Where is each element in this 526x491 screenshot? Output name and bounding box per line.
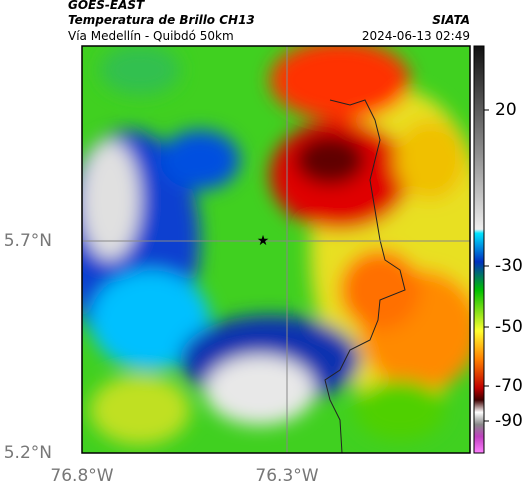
title: Temperatura de Brillo CH13 [68,13,255,27]
map-image: ★ [82,46,470,453]
lon-label: 76.3°W [255,466,318,486]
svg-text:★: ★ [257,233,270,249]
colorbar-tick-label: -30 [495,256,523,276]
colorbar-tick-label: 20 [495,100,517,120]
colorbar-tick-label: -70 [495,376,523,396]
lat-label: 5.7°N [4,231,52,251]
lat-label: 5.2°N [4,443,52,463]
subtitle: Vía Medellín - Quibdó 50km [68,29,234,43]
lon-label: 76.8°W [50,466,113,486]
map-frame [81,45,471,454]
colorbar-tick-label: -50 [495,317,523,337]
colorbar-tick-label: -90 [495,411,523,431]
colorbar [473,45,485,454]
org: SIATA [432,13,470,27]
source: GOES-EAST [68,0,145,12]
timestamp: 2024-06-13 02:49 [362,29,470,43]
